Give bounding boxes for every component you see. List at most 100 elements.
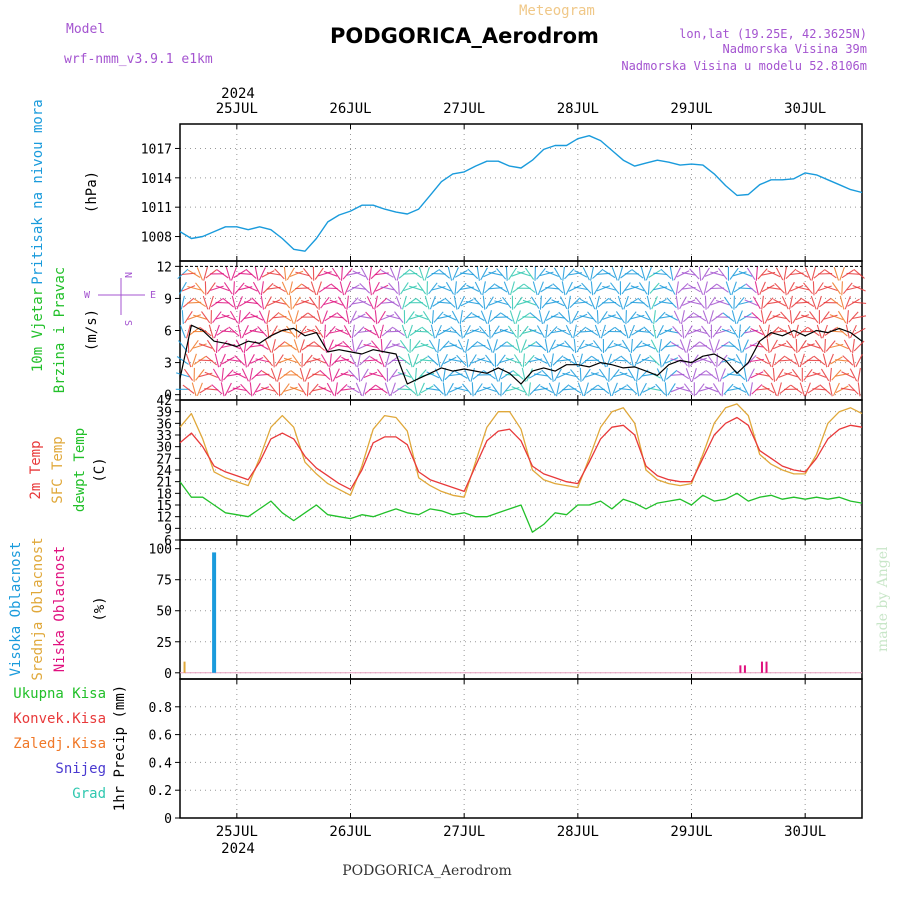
wind-barb [215, 354, 218, 368]
wind-barb [687, 339, 691, 353]
wind-barb [520, 326, 529, 337]
wind-barb [242, 325, 248, 338]
wind-barb [648, 281, 649, 295]
wind-barb [805, 267, 810, 280]
wind-barb [578, 383, 583, 396]
dewpoint-line [180, 482, 862, 533]
wind-barb [406, 312, 414, 323]
wind-barb [253, 282, 260, 294]
wind-barb [501, 382, 502, 396]
wind-barb [829, 383, 832, 397]
wind-barb [414, 383, 417, 397]
wind-barb [627, 312, 636, 323]
wind-barb [840, 296, 844, 310]
wind-barb [237, 296, 243, 309]
wind-barb [813, 281, 814, 295]
wind-barb [756, 267, 757, 281]
y-tick-label: 50 [156, 605, 172, 620]
wind-barb [425, 296, 429, 309]
wind-barb [821, 312, 829, 323]
wind-barb [281, 384, 289, 395]
wind-speed-line [180, 325, 862, 384]
wind-barb [222, 368, 224, 382]
wind-barb [400, 340, 408, 351]
wind-barb [596, 296, 599, 310]
wind-barb [838, 311, 845, 323]
wind-barb [506, 267, 507, 281]
day-label-top: 25JUL [216, 101, 258, 117]
wind-barb [624, 325, 628, 339]
wind-barb [755, 281, 758, 295]
wind-barb [207, 340, 215, 352]
wind-barb [448, 267, 451, 281]
wind-barb [406, 369, 414, 381]
wind-barb [840, 267, 845, 280]
wind-barb [790, 310, 791, 324]
wind-barb [709, 339, 713, 352]
wind-barb [680, 340, 685, 353]
wind-barb [317, 282, 321, 295]
wind-barb [185, 311, 193, 323]
wind-barb [626, 310, 627, 324]
wind-barb [511, 282, 515, 296]
wind-barb [549, 340, 555, 353]
precip-ylabel: 1hr Precip (mm) [112, 685, 128, 811]
wind-barb [793, 311, 800, 323]
wind-barb [466, 354, 467, 368]
wind-barb [483, 296, 485, 310]
wind-barb [611, 283, 620, 294]
wind-barb [847, 310, 848, 324]
wind-barb [458, 340, 464, 353]
wind-barb [521, 340, 526, 353]
wind-barb [290, 296, 291, 310]
wind-barb [619, 267, 623, 280]
wind-barb [594, 282, 601, 294]
wind-barb [230, 311, 237, 323]
wind-barb [610, 369, 619, 380]
wind-barb [794, 354, 799, 367]
wind-barb [369, 267, 371, 281]
wind-barb [475, 282, 481, 295]
wind-barb [338, 297, 345, 309]
y-tick-label: 25 [156, 636, 172, 651]
wind-barb [651, 340, 658, 352]
compass-north: N [122, 272, 133, 278]
wind-barb [486, 297, 493, 309]
wind-barb [287, 268, 294, 280]
wind-barb [380, 325, 383, 339]
wind-barb [321, 297, 330, 308]
wind-barb [276, 355, 284, 367]
wind-barb [563, 267, 565, 281]
wind-barb [737, 311, 742, 324]
wind-barb [278, 368, 282, 381]
precip-legend-item: Ukupna Kisa [13, 686, 106, 702]
wind-barb [792, 369, 800, 380]
day-label-top: 29JUL [670, 101, 712, 117]
wind-barb [327, 383, 334, 395]
y-tick-label: 0.2 [149, 784, 172, 799]
wind-barb [259, 268, 265, 281]
y-tick-label: 0.4 [149, 756, 173, 771]
wind-barb [635, 354, 641, 367]
wind-barb [510, 311, 514, 324]
wind-barb [787, 341, 796, 352]
wind-barb [315, 326, 323, 338]
day-label-top: 30JUL [784, 101, 826, 117]
wind-barb [715, 339, 720, 352]
wind-barb [463, 384, 472, 395]
wind-barb [412, 341, 421, 352]
wind-barb [287, 326, 296, 337]
wind-barb [640, 383, 646, 395]
wind-barb [580, 368, 581, 382]
wind-barb [520, 383, 527, 395]
wind-barb [722, 382, 723, 396]
wind-unit: (m/s) [84, 309, 100, 351]
wind-barb [273, 354, 274, 368]
wind-barb [821, 369, 828, 381]
cloud-bar [766, 662, 768, 673]
wind-barb [759, 325, 765, 338]
wind-ylabel-2: Brzina i Pravac [52, 267, 68, 393]
wind-barb [340, 282, 343, 296]
wind-barb [235, 283, 244, 294]
